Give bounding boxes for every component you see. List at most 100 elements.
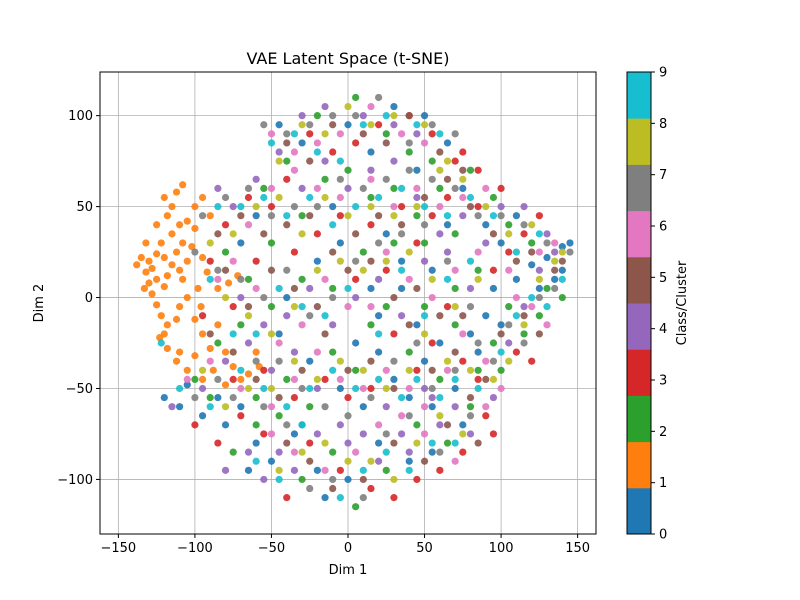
data-point	[275, 121, 283, 129]
data-point	[214, 375, 222, 383]
data-point	[451, 321, 459, 329]
data-point	[183, 375, 191, 383]
data-point	[172, 315, 181, 323]
data-point	[382, 430, 390, 438]
data-point	[306, 193, 314, 202]
data-point	[436, 148, 444, 156]
data-point	[298, 303, 306, 311]
data-point	[321, 193, 329, 202]
data-point	[283, 421, 291, 429]
data-point	[329, 448, 337, 456]
data-point	[313, 466, 321, 474]
data-point	[290, 130, 299, 138]
data-point	[482, 375, 490, 383]
data-point	[290, 148, 299, 156]
data-point	[313, 202, 321, 211]
colorbar-tick-label: 4	[659, 322, 667, 337]
data-point	[206, 357, 214, 365]
data-point	[290, 393, 299, 402]
data-point	[459, 448, 467, 456]
data-point	[275, 393, 283, 402]
data-point	[313, 230, 321, 238]
data-point	[206, 330, 214, 338]
data-point	[198, 412, 207, 420]
data-point	[183, 366, 191, 374]
data-point	[275, 148, 283, 156]
data-point	[375, 193, 383, 202]
data-point	[413, 321, 421, 329]
data-point	[420, 257, 429, 265]
data-point	[306, 457, 314, 465]
data-point	[198, 193, 207, 202]
data-point	[267, 139, 276, 147]
data-point	[142, 239, 150, 247]
data-point	[267, 130, 276, 138]
data-point	[244, 339, 253, 347]
data-point	[459, 421, 467, 429]
data-point	[290, 375, 299, 383]
data-point	[298, 230, 306, 238]
data-point	[229, 303, 237, 311]
data-point	[505, 357, 513, 365]
data-point	[375, 421, 383, 429]
data-point	[352, 112, 360, 120]
data-point	[466, 284, 475, 293]
data-point	[267, 184, 276, 193]
data-point	[290, 202, 299, 211]
data-point	[390, 157, 398, 165]
data-point	[405, 412, 413, 420]
data-point	[298, 421, 306, 429]
data-point	[512, 248, 520, 256]
data-point	[390, 212, 398, 220]
data-point	[505, 221, 513, 229]
data-point	[336, 212, 344, 220]
data-point	[482, 312, 490, 320]
data-point	[290, 166, 299, 174]
data-point	[321, 375, 329, 383]
data-point	[428, 339, 436, 347]
data-point	[390, 293, 398, 302]
colorbar-segment	[627, 72, 651, 119]
data-point	[313, 375, 321, 383]
series-class-9	[157, 112, 566, 502]
data-point	[405, 457, 413, 465]
data-point	[329, 348, 337, 356]
data-point	[459, 148, 467, 156]
data-point	[405, 366, 413, 374]
data-point	[229, 330, 237, 338]
data-point	[466, 193, 475, 202]
data-point	[267, 303, 276, 311]
data-point	[375, 330, 383, 338]
data-point	[252, 175, 260, 183]
data-point	[229, 257, 237, 265]
data-point	[558, 275, 566, 283]
data-point	[466, 403, 475, 411]
data-point	[443, 193, 452, 202]
data-point	[397, 266, 406, 274]
colorbar-frame	[626, 71, 652, 535]
data-point	[214, 339, 222, 347]
data-point	[290, 248, 299, 256]
data-point	[244, 184, 253, 193]
data-point	[214, 202, 222, 211]
series-class-0	[160, 102, 574, 502]
data-point	[367, 457, 375, 465]
x-tick-label: 100	[489, 541, 514, 556]
series-class-1	[133, 181, 263, 389]
data-point	[313, 148, 321, 156]
data-point	[157, 339, 165, 347]
data-point	[252, 439, 260, 447]
data-point	[428, 448, 436, 456]
data-point	[290, 284, 299, 293]
data-point	[336, 494, 344, 502]
data-point	[451, 303, 459, 311]
data-point	[405, 448, 413, 456]
data-point	[558, 266, 566, 274]
data-point	[336, 421, 344, 429]
data-point	[405, 275, 413, 283]
data-point	[275, 412, 283, 420]
data-point	[436, 466, 444, 474]
data-point	[367, 484, 375, 493]
data-point	[183, 217, 191, 225]
data-point	[352, 93, 360, 102]
